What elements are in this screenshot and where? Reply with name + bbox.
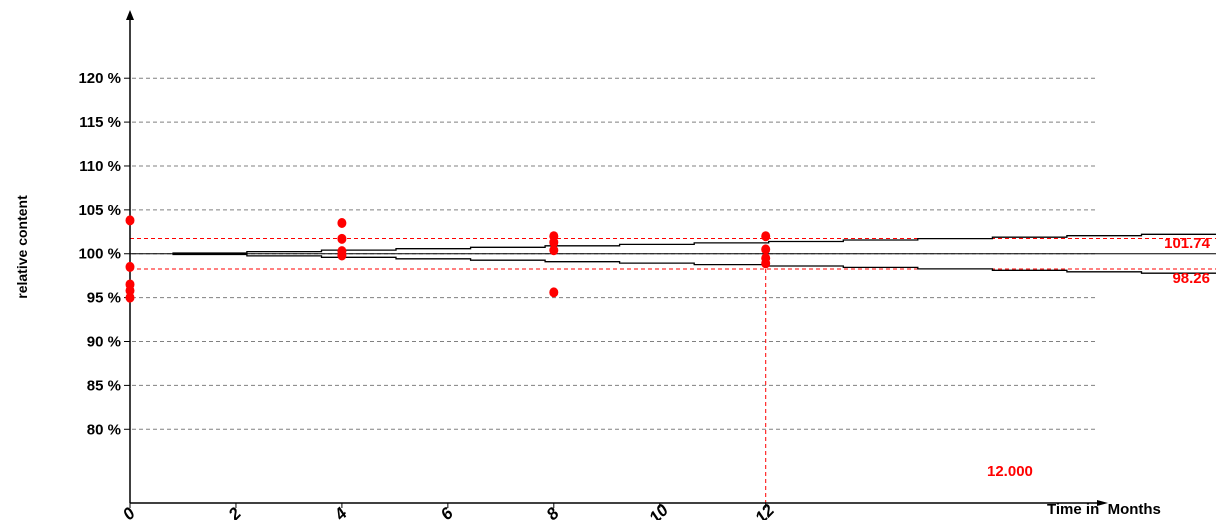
upper-confidence-line <box>172 233 1216 254</box>
y-tick-label: 110 % <box>79 158 121 175</box>
upper-limit-label: 101.74 <box>1164 235 1211 252</box>
data-point <box>549 287 559 298</box>
trend-lines <box>130 233 1216 274</box>
y-tick-label: 100 % <box>78 246 121 263</box>
data-point <box>761 258 771 269</box>
data-point <box>337 250 347 261</box>
data-points <box>125 215 771 303</box>
y-tick-label: 95 % <box>87 290 121 307</box>
data-point <box>761 244 771 255</box>
y-tick-label: 120 % <box>78 70 121 87</box>
axis-labels: relative content Time in Months 101.74 9… <box>14 195 1211 518</box>
data-point <box>125 261 135 272</box>
data-point <box>125 292 135 303</box>
y-tick-label: 115 % <box>79 114 121 131</box>
data-point <box>761 231 771 242</box>
x-tick-label: 4 <box>330 503 351 520</box>
axes <box>124 10 1108 508</box>
y-tick-label: 85 % <box>87 377 121 394</box>
tick-labels: 80 % 85 % 90 % 95 % 100 % 105 % 110 % 115 % 120 … <box>78 70 778 520</box>
y-tick-label: 105 % <box>78 202 121 219</box>
x-axis-arrow-icon <box>1097 500 1108 506</box>
data-point <box>337 233 347 244</box>
y-tick-label: 80 % <box>87 421 121 438</box>
lower-limit-label: 98.26 <box>1172 270 1210 287</box>
data-point <box>125 285 135 296</box>
data-point <box>549 237 559 248</box>
reference-lines <box>130 237 1216 503</box>
x-tick-label: 2 <box>224 503 245 520</box>
x-tick-label: 8 <box>543 503 564 520</box>
x-tick-label: 0 <box>119 503 140 520</box>
data-point <box>337 218 347 229</box>
time-intersection-label: 12.000 <box>987 463 1033 480</box>
lower-confidence-line <box>172 253 1216 274</box>
data-point <box>125 215 135 226</box>
data-point <box>549 245 559 256</box>
x-tick-label: 6 <box>437 503 458 520</box>
x-axis-label: Time in Months <box>1047 501 1161 518</box>
y-axis-arrow-icon <box>126 10 134 20</box>
y-axis-label: relative content <box>14 195 30 299</box>
y-tick-label: 90 % <box>87 334 121 351</box>
